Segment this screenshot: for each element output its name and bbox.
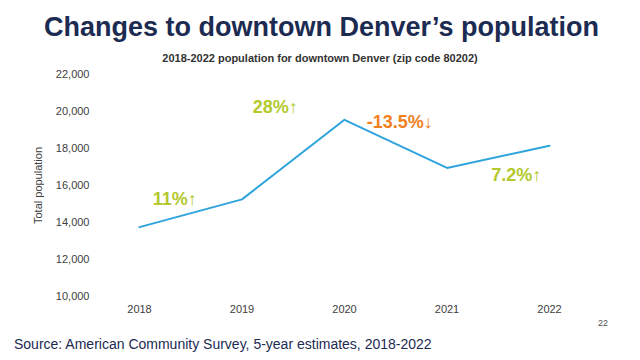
svg-text:2019: 2019 <box>230 303 254 315</box>
svg-text:14,000: 14,000 <box>56 216 90 228</box>
svg-text:18,000: 18,000 <box>56 142 90 154</box>
svg-text:16,000: 16,000 <box>56 179 90 191</box>
svg-text:10,000: 10,000 <box>56 290 90 302</box>
svg-text:11%↑: 11%↑ <box>153 189 197 209</box>
svg-text:Total population: Total population <box>32 147 44 224</box>
html-text:2018-2022 population for downt: 2018-2022 population for downtown Denver… <box>162 52 478 64</box>
html-text:Source: American Community Sur: Source: American Community Survey, 5-yea… <box>14 336 432 352</box>
svg-text:-13.5%↓: -13.5%↓ <box>367 112 433 132</box>
svg-text:20,000: 20,000 <box>56 105 90 117</box>
svg-text:22,000: 22,000 <box>56 68 90 80</box>
svg-text:7.2%↑: 7.2%↑ <box>491 165 541 185</box>
html-text:22: 22 <box>598 318 608 328</box>
svg-text:2022: 2022 <box>537 303 561 315</box>
html-text:Changes to downtown Denver’s p: Changes to downtown Denver’s population <box>44 12 599 42</box>
svg-text:2021: 2021 <box>435 303 459 315</box>
svg-text:28%↑: 28%↑ <box>253 97 298 117</box>
svg-text:12,000: 12,000 <box>56 253 90 265</box>
svg-text:2020: 2020 <box>332 303 356 315</box>
svg-text:2018: 2018 <box>127 303 151 315</box>
